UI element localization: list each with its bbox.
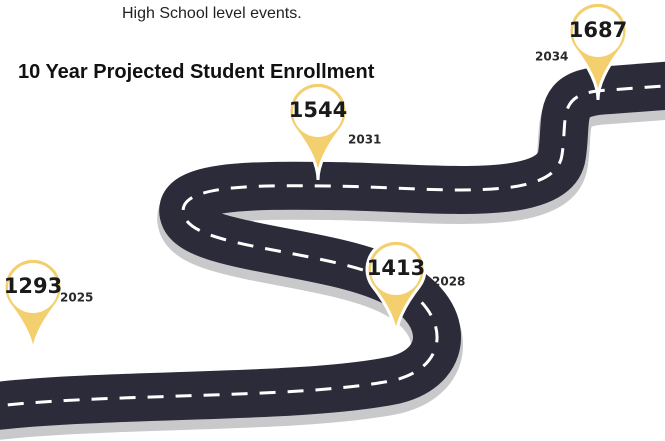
enrollment-value: 1413 [367, 256, 425, 280]
enrollment-value: 1687 [569, 18, 627, 42]
year-label: 2031 [348, 133, 381, 147]
enrollment-value: 1544 [289, 98, 347, 122]
intro-text: High School level events. [122, 5, 302, 22]
year-label: 2025 [60, 291, 93, 305]
infographic: High School level events. 10 Year Projec… [0, 0, 665, 441]
enrollment-value: 1293 [4, 274, 62, 298]
title: 10 Year Projected Student Enrollment [18, 61, 375, 83]
year-label: 2028 [432, 275, 465, 289]
page: High School level events. 10 Year Projec… [0, 0, 665, 441]
year-label: 2034 [535, 50, 568, 64]
